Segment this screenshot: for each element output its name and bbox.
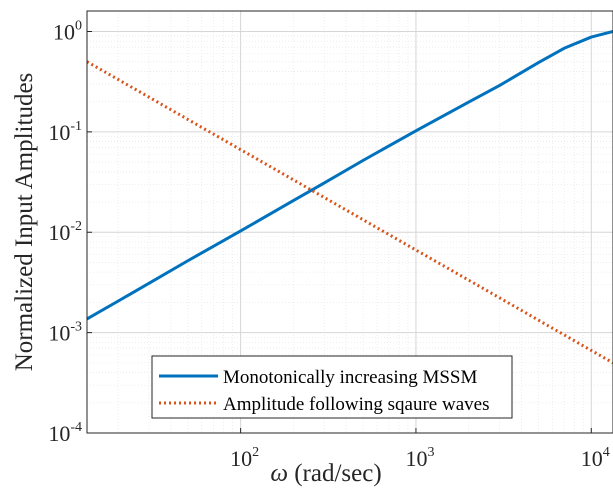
series-line-1 [86, 60, 613, 365]
legend-box [151, 355, 513, 419]
grid [87, 11, 613, 434]
y-tick-label: 100 [53, 18, 82, 44]
x-axis-label-symbol: ω [270, 460, 288, 487]
legend-label-mssm: Monotonically increasing MSSM [223, 367, 477, 388]
y-axis-label: Normalized Input Amplitudes [11, 73, 38, 372]
x-tick-label: 103 [405, 445, 434, 471]
y-tick-label: 10-1 [48, 119, 82, 145]
plot-frame [86, 10, 613, 434]
y-tick-label: 10-3 [48, 320, 82, 346]
legend: Monotonically increasing MSSM Amplitude … [151, 355, 513, 419]
series-layer [86, 30, 613, 365]
legend-label-square-waves: Amplitude following sqaure waves [223, 394, 489, 415]
x-tick-label: 102 [230, 445, 259, 471]
series-line-0 [86, 30, 613, 321]
y-tick-label: 10-4 [48, 420, 82, 446]
y-tick-label: 10-2 [48, 219, 82, 245]
ticks: 102 103 104 100 10-1 10-2 10-3 10-4 [48, 18, 609, 471]
x-tick-label: 104 [581, 445, 610, 471]
x-axis-label: ω (rad/sec) [270, 460, 381, 487]
x-axis-label-unit: (rad/sec) [288, 460, 382, 487]
